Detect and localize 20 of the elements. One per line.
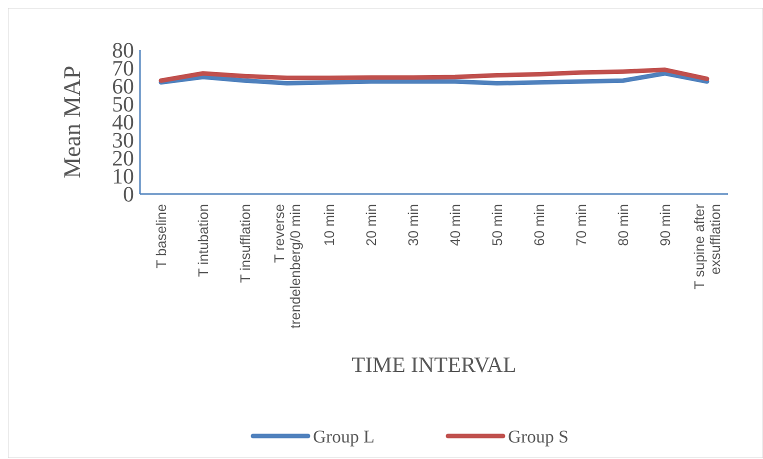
x-tick-label: 90 min — [657, 204, 673, 246]
legend-label: Group L — [313, 426, 374, 446]
x-tick-label: T supine after exsufflation — [691, 204, 723, 290]
line-series — [158, 68, 710, 83]
x-tick-label: T reverse trendelenberg/0 min — [271, 204, 303, 329]
x-tick-label: 10 min — [321, 204, 337, 246]
line-series — [158, 71, 710, 86]
x-tick-label: 50 min — [489, 204, 505, 246]
x-tick-label: 80 min — [615, 204, 631, 246]
x-axis-title: TIME INTERVAL — [352, 352, 516, 377]
x-tick-label: 70 min — [573, 204, 589, 246]
y-axis-title: Mean MAP — [60, 66, 86, 178]
x-tick-label: 60 min — [531, 204, 547, 246]
x-tick-label: T insufflation — [237, 204, 253, 283]
x-tick-label: 40 min — [447, 204, 463, 246]
x-tick-label: T intubation — [195, 204, 211, 277]
legend-label: Group S — [508, 426, 569, 446]
x-tick-label: 30 min — [405, 204, 421, 246]
x-tick-label: 20 min — [363, 204, 379, 246]
x-tick-label: T baseline — [153, 204, 169, 268]
